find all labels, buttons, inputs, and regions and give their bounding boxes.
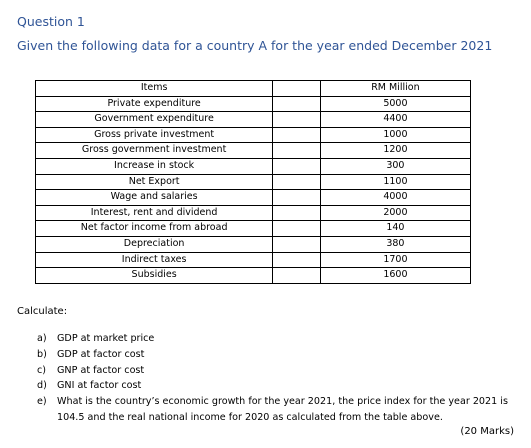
part-text: What is the country’s economic growth fo… bbox=[57, 396, 508, 423]
list-item: c) GNP at factor cost bbox=[37, 363, 517, 379]
list-item: a) GDP at market price bbox=[37, 331, 517, 347]
part-text: GNI at factor cost bbox=[57, 380, 142, 392]
table-row: Net factor income from abroad 140 bbox=[34, 220, 472, 237]
item-cell: Depreciation bbox=[34, 235, 274, 253]
table-row: Indirect taxes 1700 bbox=[34, 251, 472, 269]
table-row: Private expenditure 5000 bbox=[34, 95, 472, 113]
empty-cell bbox=[272, 267, 321, 284]
table-row: Subsidies 1600 bbox=[34, 267, 472, 284]
empty-cell bbox=[272, 126, 321, 144]
marks-label: (20 Marks) bbox=[460, 426, 514, 437]
table-row: Gross government investment 1200 bbox=[34, 142, 472, 159]
item-cell: Gross government investment bbox=[34, 142, 274, 159]
question-subtitle: Given the following data for a country A… bbox=[17, 38, 493, 53]
data-table-body: Items RM Million Private expenditure 5000… bbox=[34, 80, 472, 284]
table-row: Government expenditure 4400 bbox=[34, 111, 472, 128]
empty-cell bbox=[272, 235, 321, 253]
table-row: Increase in stock 300 bbox=[34, 157, 472, 175]
empty-cell bbox=[272, 95, 321, 113]
item-cell: Interest, rent and dividend bbox=[34, 204, 274, 222]
data-table: Items RM Million Private expenditure 5000… bbox=[34, 80, 472, 284]
list-item: e) What is the country’s economic growth … bbox=[37, 394, 517, 426]
table-row: Net Export 1100 bbox=[34, 173, 472, 191]
value-header: RM Million bbox=[319, 80, 472, 97]
item-cell: Indirect taxes bbox=[34, 251, 274, 269]
empty-cell bbox=[272, 189, 321, 206]
empty-cell bbox=[272, 220, 321, 237]
item-cell: Subsidies bbox=[34, 267, 274, 284]
part-letter: e) bbox=[37, 396, 47, 408]
item-cell: Government expenditure bbox=[34, 111, 274, 128]
question-parts: a) GDP at market price b) GDP at factor cos… bbox=[37, 331, 517, 426]
item-cell: Increase in stock bbox=[34, 157, 274, 175]
part-letter: d) bbox=[37, 380, 47, 392]
list-item: d) GNI at factor cost bbox=[37, 378, 517, 394]
value-cell: 380 bbox=[319, 235, 472, 253]
value-cell: 1200 bbox=[319, 142, 472, 159]
value-cell: 5000 bbox=[319, 95, 472, 113]
value-cell: 2000 bbox=[319, 204, 472, 222]
empty-column-header bbox=[272, 80, 321, 97]
table-row: Gross private investment 1000 bbox=[34, 126, 472, 144]
calculate-label: Calculate: bbox=[17, 306, 68, 317]
value-cell: 4400 bbox=[319, 111, 472, 128]
part-text: GNP at factor cost bbox=[57, 364, 145, 376]
question-number: Question 1 bbox=[17, 14, 85, 29]
empty-cell bbox=[272, 251, 321, 269]
value-cell: 140 bbox=[319, 220, 472, 237]
empty-cell bbox=[272, 204, 321, 222]
list-item: b) GDP at factor cost bbox=[37, 347, 517, 363]
item-cell: Wage and salaries bbox=[34, 189, 274, 206]
part-text: GDP at factor cost bbox=[57, 348, 145, 360]
item-cell: Net factor income from abroad bbox=[34, 220, 274, 237]
part-text: GDP at market price bbox=[57, 333, 155, 344]
value-cell: 1000 bbox=[319, 126, 472, 144]
empty-cell bbox=[272, 173, 321, 191]
part-letter: a) bbox=[37, 333, 47, 344]
table-row: Interest, rent and dividend 2000 bbox=[34, 204, 472, 222]
part-letter: c) bbox=[37, 364, 47, 376]
value-cell: 1600 bbox=[319, 267, 472, 284]
item-cell: Gross private investment bbox=[34, 126, 274, 144]
table-header-row: Items RM Million bbox=[34, 80, 472, 97]
items-header: Items bbox=[34, 80, 274, 97]
item-cell: Net Export bbox=[34, 173, 274, 191]
empty-cell bbox=[272, 111, 321, 128]
value-cell: 300 bbox=[319, 157, 472, 175]
empty-cell bbox=[272, 157, 321, 175]
item-cell: Private expenditure bbox=[34, 95, 274, 113]
part-letter: b) bbox=[37, 348, 47, 360]
value-cell: 1700 bbox=[319, 251, 472, 269]
table-row: Wage and salaries 4000 bbox=[34, 189, 472, 206]
value-cell: 4000 bbox=[319, 189, 472, 206]
table-row: Depreciation 380 bbox=[34, 235, 472, 253]
value-cell: 1100 bbox=[319, 173, 472, 191]
empty-cell bbox=[272, 142, 321, 159]
